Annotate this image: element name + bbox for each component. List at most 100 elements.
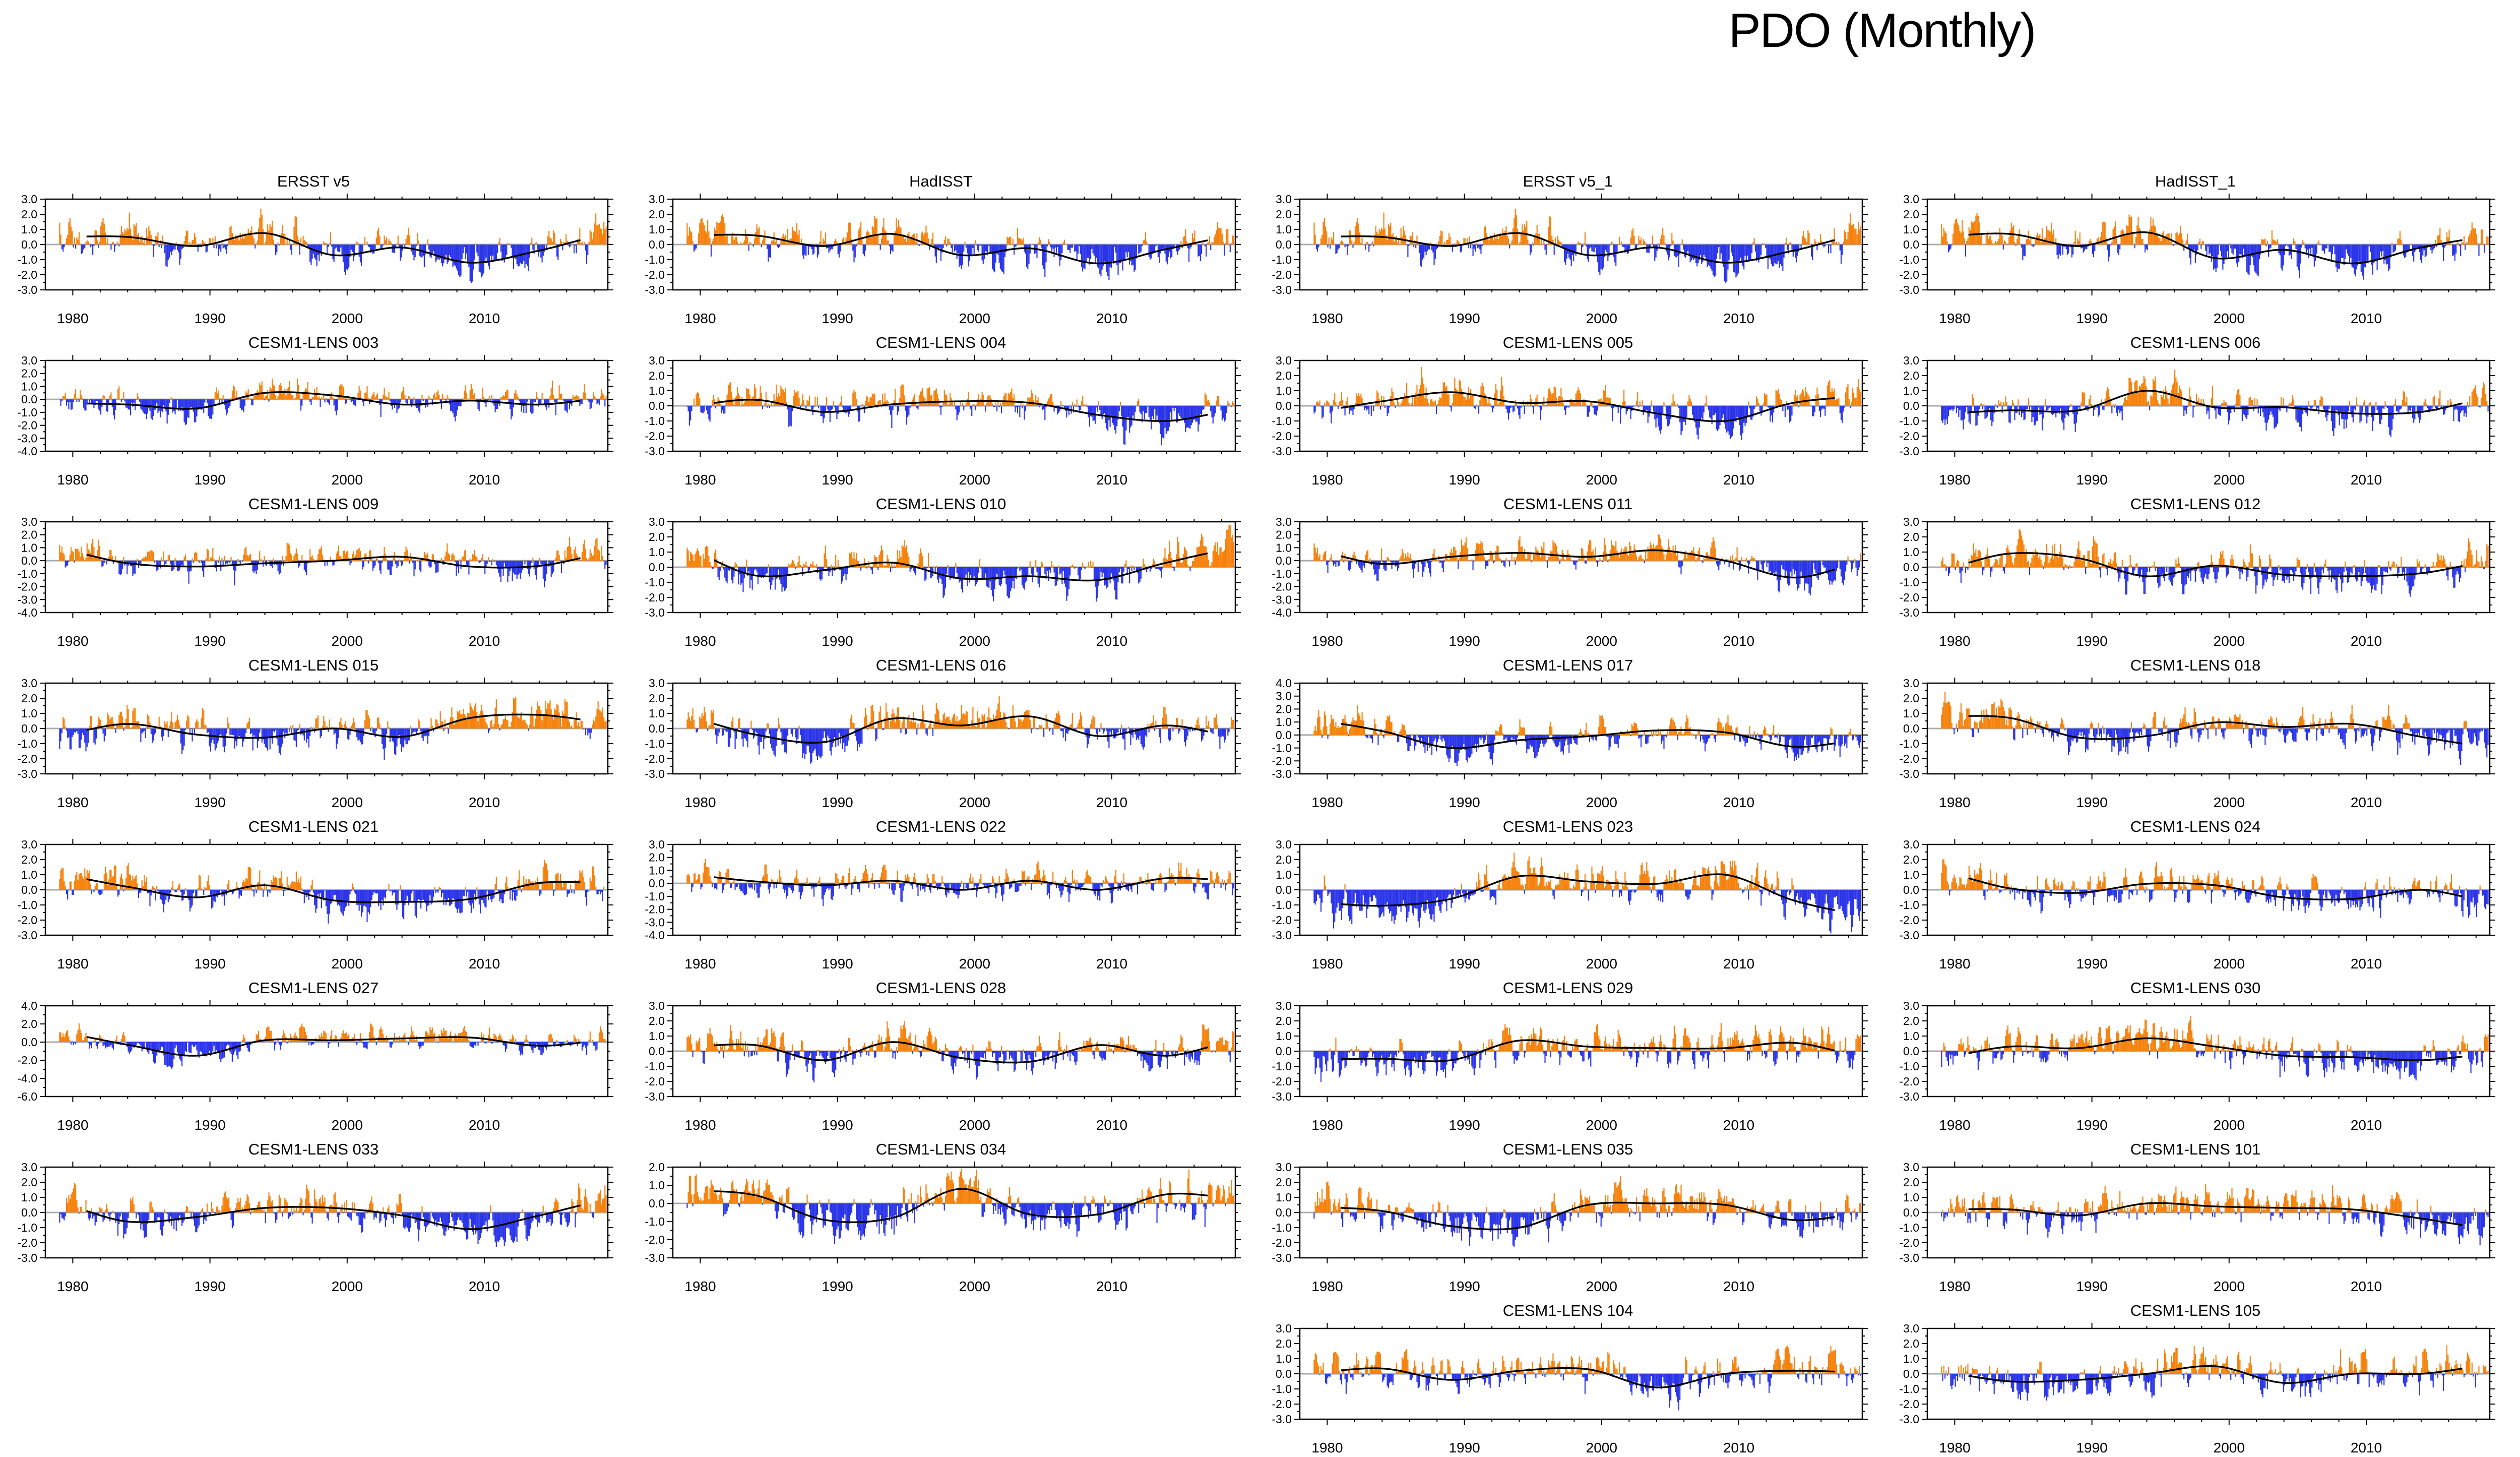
x-tick-label: 2000 xyxy=(332,1279,363,1294)
x-tick-label: 2000 xyxy=(332,311,363,326)
chart-cell: CESM1-LENS 015 -3.0 -2.0 -1.0 0.0 1.0 2.0 3.0 19… xyxy=(0,650,627,812)
negative-bars xyxy=(712,567,1191,602)
y-tick-label: 3.0 xyxy=(1903,999,1919,1012)
y-tick-label: 3.0 xyxy=(1903,354,1919,367)
x-tick-label: 1980 xyxy=(1311,1117,1343,1133)
y-tick-label: 1.0 xyxy=(1903,1352,1919,1365)
y-tick-label: -3.0 xyxy=(645,916,665,929)
y-tick-label: 2.0 xyxy=(649,1014,665,1027)
x-tick-label: 1990 xyxy=(2076,1279,2107,1294)
chart-cell: CESM1-LENS 034 -3.0 -2.0 -1.0 0.0 1.0 2.0 1980 1… xyxy=(627,1134,1254,1296)
y-tick-label: 0.0 xyxy=(649,1197,665,1210)
x-tick-label: 1990 xyxy=(1448,795,1480,810)
chart-cell: CESM1-LENS 104 -3.0 -2.0 -1.0 0.0 1.0 2.0 3.0 19… xyxy=(1254,1296,1881,1457)
chart-title: CESM1-LENS 105 xyxy=(2130,1302,2261,1319)
y-tick-label: 1.0 xyxy=(1903,545,1919,559)
chart-cell: CESM1-LENS 011 -4.0 -3.0 -2.0 -1.0 0.0 1.0 2.0 3… xyxy=(1254,489,1881,650)
y-tick-label: 0.0 xyxy=(649,561,665,574)
y-tick-label: 1.0 xyxy=(1276,715,1292,728)
y-tick-label: 1.0 xyxy=(1276,384,1292,397)
y-tick-label: -3.0 xyxy=(17,432,37,445)
y-tick-label: 1.0 xyxy=(649,223,665,236)
chart-plot: -6.0 -4.0 -2.0 0.0 2.0 4.0 1980 1990 2000 2010 xyxy=(17,999,613,1133)
y-tick-label: 3.0 xyxy=(21,677,37,690)
y-tick-label: 1.0 xyxy=(1276,1191,1292,1204)
chart-cell: CESM1-LENS 004 -3.0 -2.0 -1.0 0.0 1.0 2.0 3.0 19… xyxy=(627,328,1254,489)
y-tick-label: 3.0 xyxy=(649,999,665,1012)
axis-ticks xyxy=(1294,1000,1868,1102)
x-tick-label: 2000 xyxy=(959,795,990,810)
y-tick-label: -1.0 xyxy=(17,567,37,580)
y-tick-label: -3.0 xyxy=(17,767,37,780)
y-tick-label: 1.0 xyxy=(1903,707,1919,720)
y-tick-label: 2.0 xyxy=(1903,369,1919,382)
chart-title: CESM1-LENS 018 xyxy=(2130,656,2261,674)
chart-title: CESM1-LENS 029 xyxy=(1502,979,1633,997)
y-tick-label: -1.0 xyxy=(645,414,665,428)
negative-bars xyxy=(1941,1051,2484,1081)
y-tick-label: -2.0 xyxy=(17,1236,37,1249)
x-tick-label: 2010 xyxy=(469,472,500,488)
y-tick-label: -1.0 xyxy=(645,890,665,903)
x-tick-label: 2000 xyxy=(2214,311,2245,326)
y-tick-label: -3.0 xyxy=(645,1251,665,1264)
y-tick-label: -1.0 xyxy=(17,406,37,419)
y-tick-label: -2.0 xyxy=(645,430,665,443)
y-tick-label: -1.0 xyxy=(1272,567,1292,580)
x-tick-label: 2010 xyxy=(1096,1279,1127,1294)
y-tick-label: 1.0 xyxy=(1903,1029,1919,1043)
x-tick-label: 1980 xyxy=(684,633,716,649)
y-tick-label: 1.0 xyxy=(1276,223,1292,236)
y-tick-label: -2.0 xyxy=(1899,752,1919,765)
y-tick-label: 3.0 xyxy=(1903,1161,1919,1174)
positive-bars xyxy=(687,1168,1234,1203)
chart-title: CESM1-LENS 007 xyxy=(2509,333,2520,353)
y-tick-label: 0.0 xyxy=(21,722,37,735)
axis-ticks xyxy=(1294,1162,1868,1263)
y-tick-label: 1.0 xyxy=(649,864,665,877)
y-tick-label: 1.0 xyxy=(21,868,37,881)
y-tick-label: -2.0 xyxy=(645,903,665,916)
x-tick-label: 2000 xyxy=(2214,1279,2245,1294)
y-tick-label: -4.0 xyxy=(1272,606,1292,619)
axis-ticks xyxy=(667,1162,1241,1263)
y-tick-label: 1.0 xyxy=(1276,868,1292,881)
y-tick-label: -3.0 xyxy=(645,283,665,296)
y-tick-label: 0.0 xyxy=(1903,1367,1919,1380)
y-tick-label: -2.0 xyxy=(1899,591,1919,604)
chart-title: CESM1-LENS 102 xyxy=(2509,1139,2520,1160)
x-tick-label: 1990 xyxy=(2076,1117,2107,1133)
chart-cell: CESM1-LENS 003 -4.0 -3.0 -2.0 -1.0 0.0 1.0 2.0 3… xyxy=(0,328,627,489)
positive-bars xyxy=(1941,1345,2489,1374)
y-tick-label: 1.0 xyxy=(1276,1029,1292,1043)
y-tick-label: -2.0 xyxy=(1272,430,1292,443)
smoothed-line xyxy=(1968,877,2463,900)
positive-bars xyxy=(1942,1184,2487,1212)
y-tick-label: 3.0 xyxy=(21,1161,37,1174)
chart-cell: CESM1-LENS 025-3.0-2.0-1.00.01.02.03.019… xyxy=(2509,812,2520,973)
smoothed-line xyxy=(1968,1365,2463,1384)
y-tick-label: 2.0 xyxy=(1276,702,1292,715)
chart-title: ERSST v5 xyxy=(277,172,350,190)
negative-bars xyxy=(1952,728,2489,765)
y-tick-label: 2.0 xyxy=(1903,853,1919,866)
y-tick-label: -3.0 xyxy=(1272,445,1292,458)
chart-title: CESM1-LENS 034 xyxy=(875,1140,1006,1158)
y-tick-label: 0.0 xyxy=(649,399,665,412)
x-tick-label: 2000 xyxy=(1586,795,1617,810)
y-tick-label: -1.0 xyxy=(1899,1382,1919,1395)
y-tick-label: -1.0 xyxy=(17,898,37,912)
y-tick-label: 2.0 xyxy=(1276,1176,1292,1189)
x-tick-label: 2000 xyxy=(959,311,990,326)
chart-title: CESM1-LENS 021 xyxy=(248,818,379,835)
plot-frame xyxy=(1299,682,1863,775)
y-tick-label: -1.0 xyxy=(1899,737,1919,750)
y-tick-label: 1.0 xyxy=(1903,868,1919,881)
axis-ticks xyxy=(1294,194,1868,295)
smoothed-line xyxy=(714,715,1208,744)
smoothed-line xyxy=(714,233,1208,265)
